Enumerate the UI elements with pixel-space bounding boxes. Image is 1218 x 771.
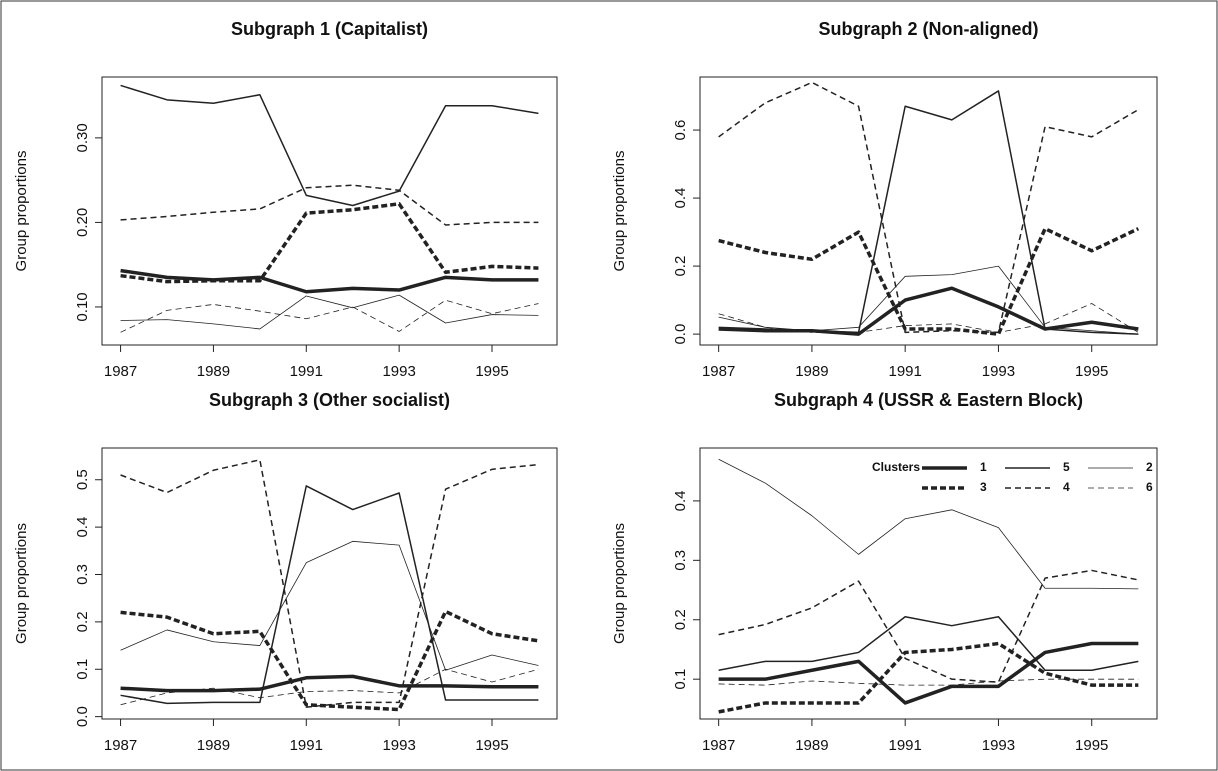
legend-title: Clusters (872, 460, 920, 474)
legend-label: 5 (1063, 460, 1070, 474)
y-tick-label: 0.20 (74, 208, 91, 237)
series-line (718, 569, 1139, 683)
x-tick-label: 1991 (290, 363, 323, 380)
y-axis-label: Group proportions (611, 151, 628, 272)
y-tick-label: 0.30 (74, 123, 91, 152)
series-line (718, 286, 1139, 336)
y-axis-label: Group proportions (611, 523, 628, 644)
x-tick-label: 1987 (702, 363, 735, 380)
x-tick-label: 1987 (104, 363, 137, 380)
x-tick-label: 1989 (795, 737, 828, 754)
series-line (120, 609, 539, 712)
y-tick-label: 0.2 (672, 609, 689, 630)
x-tick-label: 1993 (382, 363, 415, 380)
legend-label: 2 (1146, 460, 1153, 474)
x-tick-label: 1991 (888, 737, 921, 754)
series-line (718, 303, 1139, 333)
y-tick-label: 0.3 (74, 564, 91, 585)
series-line (120, 459, 539, 708)
legend-label: 1 (980, 460, 987, 474)
x-tick-label: 1991 (888, 363, 921, 380)
series-line (120, 84, 539, 207)
series-line (120, 184, 539, 226)
series-line (120, 674, 539, 693)
x-tick-label: 1995 (475, 737, 508, 754)
plot-frame (699, 447, 1158, 720)
y-tick-label: 0.4 (672, 490, 689, 511)
series-line (120, 540, 539, 671)
plot-frame (699, 76, 1158, 346)
chart-title: Subgraph 4 (USSR & Eastern Block) (774, 390, 1083, 410)
x-tick-label: 1989 (197, 363, 230, 380)
series-line (718, 616, 1139, 672)
y-tick-label: 0.1 (74, 659, 91, 680)
y-tick-label: 0.0 (74, 706, 91, 727)
x-tick-label: 1987 (104, 737, 137, 754)
series-line (120, 268, 539, 294)
series-line (718, 81, 1139, 334)
series-line (718, 678, 1139, 686)
x-tick-label: 1993 (382, 737, 415, 754)
x-tick-label: 1995 (1075, 737, 1108, 754)
x-tick-label: 1989 (795, 363, 828, 380)
x-tick-label: 1989 (197, 737, 230, 754)
series-line (718, 90, 1139, 335)
y-axis-label: Group proportions (13, 523, 30, 644)
x-tick-label: 1993 (982, 363, 1015, 380)
legend-label: 6 (1146, 480, 1153, 494)
x-tick-label: 1987 (702, 737, 735, 754)
x-tick-label: 1993 (982, 737, 1015, 754)
y-tick-label: 0.6 (672, 120, 689, 141)
y-tick-label: 0.10 (74, 292, 91, 321)
x-tick-label: 1991 (290, 737, 323, 754)
series-line (718, 226, 1140, 336)
series-line (120, 668, 539, 706)
series-line (718, 641, 1139, 705)
y-tick-label: 0.1 (672, 669, 689, 690)
y-tick-label: 0.4 (74, 517, 91, 538)
plot-frame (101, 76, 558, 346)
series-line (718, 458, 1139, 590)
y-tick-label: 0.0 (672, 324, 689, 345)
y-axis-label: Group proportions (13, 151, 30, 272)
legend-label: 4 (1063, 480, 1070, 494)
x-tick-label: 1995 (1075, 363, 1108, 380)
chart-title: Subgraph 1 (Capitalist) (231, 19, 428, 39)
plot-frame (101, 447, 558, 720)
series-line (120, 485, 539, 705)
series-line (120, 294, 539, 330)
x-tick-label: 1995 (475, 363, 508, 380)
y-tick-label: 0.4 (672, 188, 689, 209)
y-tick-label: 0.2 (74, 611, 91, 632)
legend-label: 3 (980, 480, 987, 494)
series-line (718, 265, 1139, 335)
chart-title: Subgraph 3 (Other socialist) (209, 390, 450, 410)
y-tick-label: 0.3 (672, 550, 689, 571)
y-tick-label: 0.2 (672, 256, 689, 277)
chart-title: Subgraph 2 (Non-aligned) (819, 19, 1039, 39)
series-line (120, 299, 539, 333)
y-tick-label: 0.5 (74, 469, 91, 490)
series-line (120, 202, 539, 284)
